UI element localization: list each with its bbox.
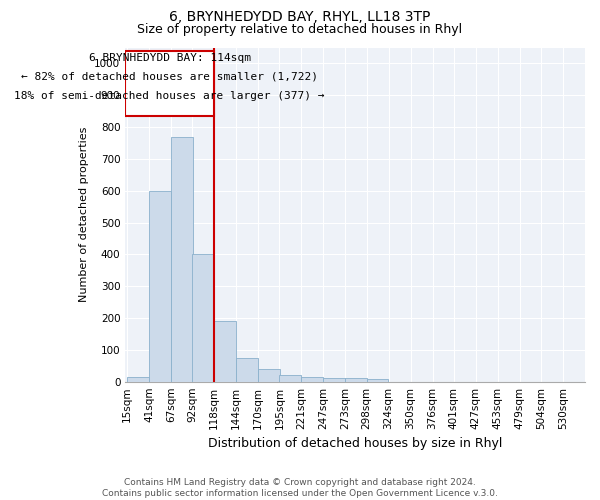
Bar <box>323 378 345 382</box>
Bar <box>125 50 214 116</box>
Bar <box>280 376 301 382</box>
Bar <box>258 369 280 382</box>
Bar <box>171 136 193 382</box>
Text: 18% of semi-detached houses are larger (377) →: 18% of semi-detached houses are larger (… <box>14 90 325 101</box>
Bar <box>127 377 149 382</box>
Bar <box>236 358 258 382</box>
Text: 6, BRYNHEDYDD BAY, RHYL, LL18 3TP: 6, BRYNHEDYDD BAY, RHYL, LL18 3TP <box>169 10 431 24</box>
Bar <box>214 321 236 382</box>
Bar <box>301 377 323 382</box>
Text: Contains HM Land Registry data © Crown copyright and database right 2024.
Contai: Contains HM Land Registry data © Crown c… <box>102 478 498 498</box>
X-axis label: Distribution of detached houses by size in Rhyl: Distribution of detached houses by size … <box>208 437 502 450</box>
Y-axis label: Number of detached properties: Number of detached properties <box>79 127 89 302</box>
Bar <box>367 379 388 382</box>
Text: Size of property relative to detached houses in Rhyl: Size of property relative to detached ho… <box>137 22 463 36</box>
Bar <box>346 378 367 382</box>
Bar <box>192 254 214 382</box>
Text: ← 82% of detached houses are smaller (1,722): ← 82% of detached houses are smaller (1,… <box>21 72 318 82</box>
Text: 6 BRYNHEDYDD BAY: 114sqm: 6 BRYNHEDYDD BAY: 114sqm <box>89 53 251 63</box>
Bar <box>149 190 170 382</box>
